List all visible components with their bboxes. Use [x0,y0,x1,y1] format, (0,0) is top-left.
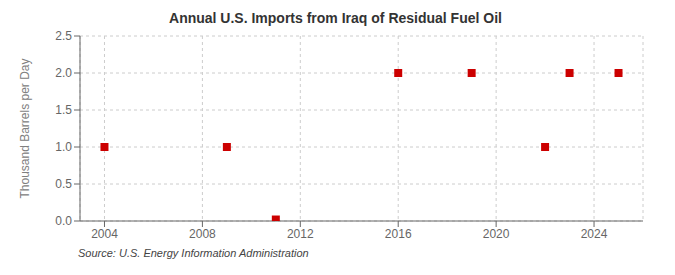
svg-text:0.5: 0.5 [55,177,72,191]
svg-text:1.0: 1.0 [55,140,72,154]
svg-text:1.5: 1.5 [55,103,72,117]
svg-text:2004: 2004 [91,227,118,241]
svg-text:2016: 2016 [385,227,412,241]
svg-text:Thousand Barrels per Day: Thousand Barrels per Day [18,58,32,198]
svg-text:2008: 2008 [189,227,216,241]
svg-text:2.0: 2.0 [55,66,72,80]
svg-text:0.0: 0.0 [55,214,72,228]
svg-text:2012: 2012 [287,227,314,241]
svg-text:2024: 2024 [581,227,608,241]
html-text:Annual U.S. Imports from Iraq: Annual U.S. Imports from Iraq of Residua… [169,10,502,26]
svg-text:2.5: 2.5 [55,29,72,43]
html-text:Source: U.S. Energy Informatio: Source: U.S. Energy Information Administ… [78,247,309,259]
svg-text:2020: 2020 [483,227,510,241]
